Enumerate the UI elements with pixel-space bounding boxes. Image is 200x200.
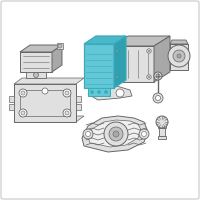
Polygon shape — [76, 104, 81, 110]
Circle shape — [116, 89, 124, 97]
Circle shape — [63, 89, 71, 97]
Circle shape — [177, 54, 181, 58]
Circle shape — [86, 132, 90, 136]
Circle shape — [153, 93, 163, 103]
Circle shape — [147, 49, 151, 53]
Circle shape — [173, 50, 185, 62]
Polygon shape — [112, 36, 170, 46]
Polygon shape — [158, 125, 166, 128]
Circle shape — [42, 88, 48, 94]
Polygon shape — [84, 44, 114, 88]
Circle shape — [19, 89, 27, 97]
Circle shape — [147, 75, 151, 79]
Polygon shape — [52, 45, 62, 72]
Circle shape — [116, 76, 118, 78]
Polygon shape — [14, 78, 84, 84]
Circle shape — [104, 122, 128, 146]
Circle shape — [142, 132, 146, 136]
Polygon shape — [20, 52, 52, 72]
Circle shape — [115, 75, 119, 79]
Circle shape — [148, 50, 150, 52]
Polygon shape — [14, 84, 76, 122]
Circle shape — [115, 49, 119, 53]
Polygon shape — [26, 72, 46, 78]
Polygon shape — [76, 96, 81, 102]
Polygon shape — [14, 116, 84, 122]
Circle shape — [156, 116, 168, 128]
Circle shape — [148, 76, 150, 78]
Polygon shape — [112, 46, 154, 82]
Polygon shape — [84, 36, 126, 44]
Circle shape — [19, 109, 27, 117]
Circle shape — [156, 96, 160, 100]
Circle shape — [21, 91, 25, 95]
Polygon shape — [88, 82, 132, 100]
Polygon shape — [114, 36, 126, 88]
Polygon shape — [88, 120, 141, 147]
Polygon shape — [9, 104, 14, 110]
Polygon shape — [170, 44, 188, 70]
Circle shape — [168, 45, 190, 67]
Polygon shape — [159, 128, 165, 136]
Circle shape — [58, 44, 62, 48]
Circle shape — [91, 89, 97, 95]
Circle shape — [65, 111, 69, 115]
Circle shape — [109, 127, 123, 141]
Polygon shape — [170, 40, 188, 44]
Polygon shape — [82, 116, 148, 152]
Polygon shape — [20, 45, 62, 52]
Circle shape — [113, 131, 119, 137]
Polygon shape — [88, 88, 110, 96]
Circle shape — [156, 74, 160, 78]
Polygon shape — [158, 136, 166, 139]
Circle shape — [90, 90, 94, 94]
Circle shape — [139, 129, 149, 139]
Circle shape — [83, 129, 93, 139]
Circle shape — [34, 72, 38, 77]
Circle shape — [154, 72, 162, 80]
Polygon shape — [154, 36, 170, 82]
Circle shape — [116, 50, 118, 52]
Circle shape — [21, 111, 25, 115]
Polygon shape — [9, 96, 14, 102]
Polygon shape — [57, 43, 63, 49]
Circle shape — [63, 109, 71, 117]
Circle shape — [65, 91, 69, 95]
Circle shape — [104, 90, 108, 94]
Circle shape — [98, 90, 101, 94]
